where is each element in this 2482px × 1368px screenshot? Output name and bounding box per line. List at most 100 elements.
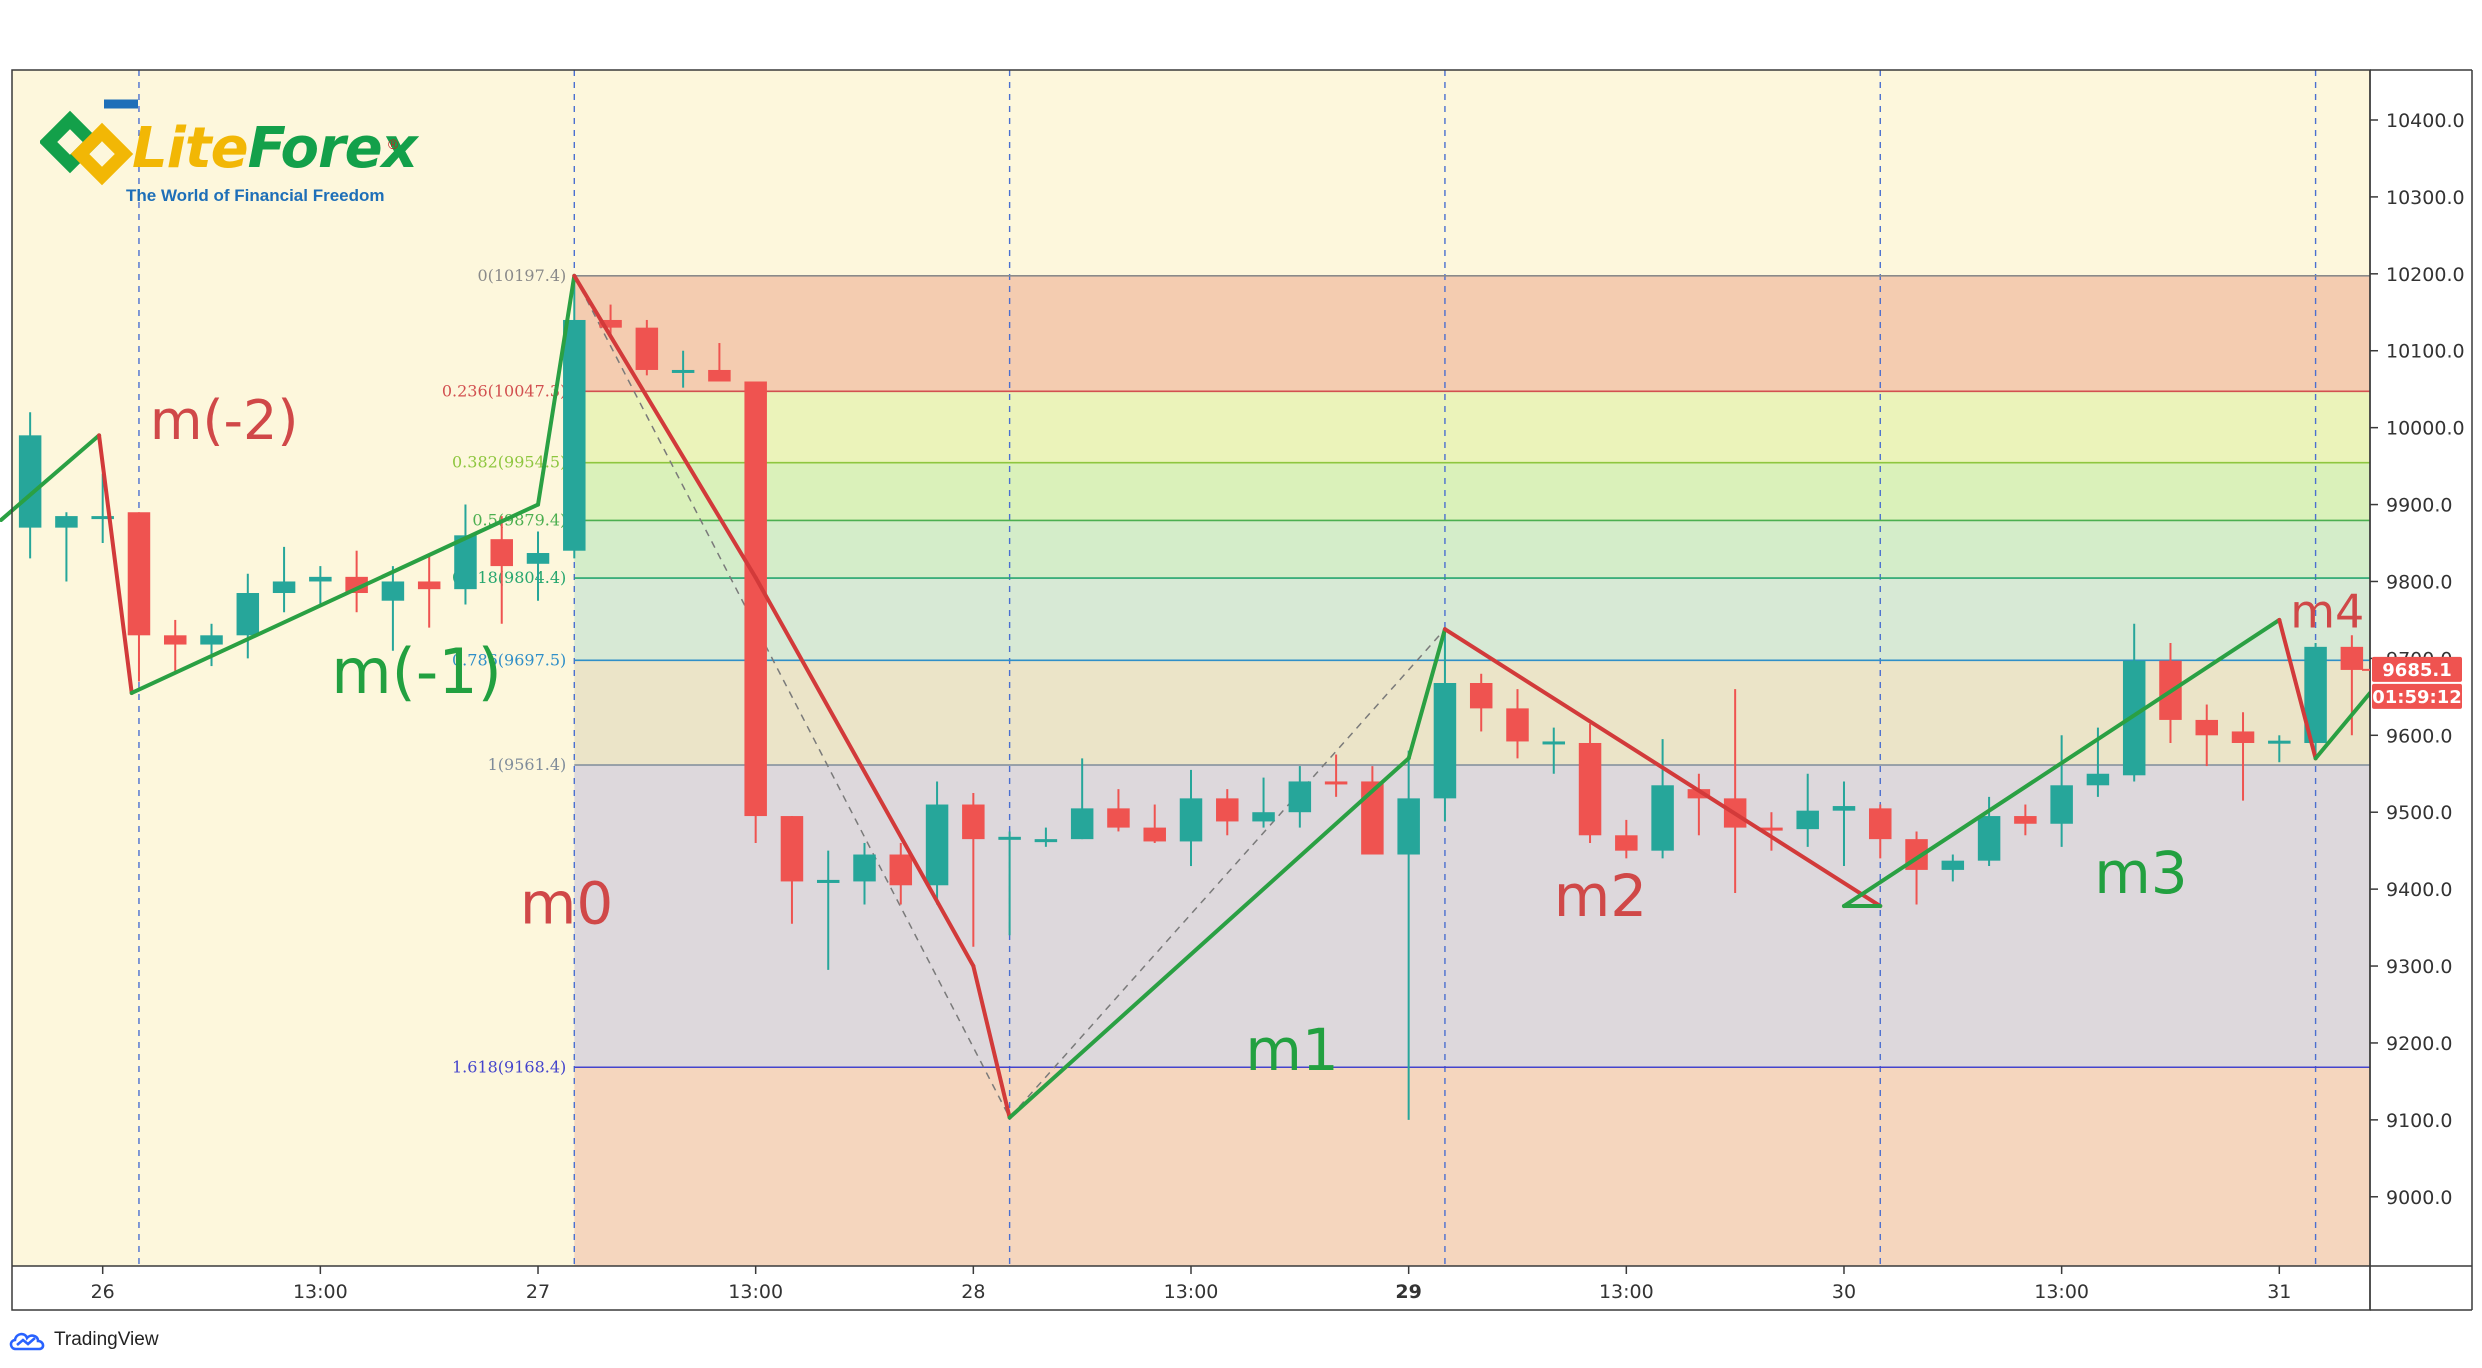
candle [490,516,513,624]
countdown-value: 01:59:12 [2372,687,2462,708]
candle-body [1832,806,1856,811]
time-tick-label: 29 [1395,1281,1421,1303]
candle-body [1288,781,1312,813]
logo-tagline: The World of Financial Freedom [126,186,385,205]
price-tick-label: 9100.0 [2386,1110,2452,1132]
candle [1687,773,1711,836]
candle [18,412,42,559]
candle-body [671,369,695,373]
candle [1760,812,1783,851]
logo-registered-mark: ® [388,136,399,152]
candle-body [1869,808,1892,840]
time-axis-area [0,1266,2370,1368]
candle-body [1542,741,1566,745]
zigzag-segment [1406,627,1447,761]
fib-band [574,1067,2371,1266]
candle-body [417,581,441,590]
time-tick-label: 26 [91,1281,115,1303]
candle [1252,777,1275,828]
candle [708,343,731,382]
candle-body [2122,660,2146,776]
price-tick-label: 10100.0 [2386,341,2465,363]
fib-band [574,764,2371,1068]
candle [1869,804,1892,859]
tradingview-brand[interactable]: TradingView [8,1326,159,1354]
fib-level-label: 1(9561.4) [488,755,567,774]
time-tick-label: 31 [2267,1281,2291,1303]
price-tick-label: 9800.0 [2386,571,2452,593]
zigzag-segment [1841,617,2282,909]
candle [1615,819,1638,859]
time-tick-label: 13:00 [728,1281,783,1303]
candle [998,831,1021,936]
candle [272,546,296,613]
candle [1179,769,1203,867]
candle [2050,735,2073,847]
candle [1796,773,1819,847]
candle-body [2195,719,2218,736]
fib-level-label: 0(10197.4) [477,266,566,285]
candle-body [1941,860,1965,870]
price-tick-label: 10000.0 [2386,418,2465,440]
tradingview-label: TradingView [54,1329,159,1350]
wave-label: m(-2) [150,389,299,452]
candle-body [1469,682,1493,709]
candle [1288,766,1312,828]
candle [2304,643,2327,755]
fib-level-label: 0.382(9954.5) [452,453,566,472]
candle-body [962,804,985,840]
price-tick-label: 9300.0 [2386,956,2452,978]
candle [2195,704,2218,767]
candle [2014,804,2037,836]
candle-body [381,581,405,601]
candle-body [1651,785,1674,851]
logo-word-forex: Forex [247,116,418,181]
candle-body [1324,781,1348,785]
candle [1832,781,1856,867]
wave-labels: m(-2) m(-1) m0 m1 m2 m3 m4 [150,389,2364,1084]
candle [889,842,913,905]
candle [1107,789,1130,832]
candle [345,550,368,613]
candle-body [1578,742,1602,836]
time-ticks: 26 13:00 27 13:00 28 13:00 29 13:00 30 13:00 31 [91,1266,2291,1303]
candle-body [889,854,913,886]
candle [1216,789,1239,836]
candle-body [454,535,477,590]
candle-body [998,836,1021,840]
candle-body [599,319,622,328]
candle [164,619,187,674]
fib-bands [574,275,2371,1266]
zigzag-segment [0,433,102,522]
candle [1324,754,1348,797]
wave-label: m0 [520,870,613,938]
candle [381,566,405,651]
candle [1941,854,1965,882]
zigzag-segment [536,273,577,507]
price-tick-label: 9500.0 [2386,802,2452,824]
logo-word-lite: Lite [132,116,249,181]
candle [309,566,332,605]
zigzag-segment [971,964,1012,1120]
candle [1397,750,1420,1120]
candle-body [91,516,114,520]
candle [127,512,151,682]
fib-level-label: 1.618(9168.4) [452,1057,566,1076]
candle-body [272,581,296,594]
candle-body [1796,810,1819,830]
fib-band [574,391,2371,463]
candle-body [1107,808,1130,828]
candle-body [1216,798,1239,822]
liteforex-wordmark: LiteForex [132,116,418,181]
zigzag [0,273,2372,1120]
candle [236,573,260,659]
zigzag-segment [129,502,541,695]
candle-body [18,435,42,528]
candle-body [2050,785,2073,824]
candle-body [55,516,78,528]
candle-body [1433,682,1457,799]
candle-body [1687,789,1711,799]
zigzag-segment [2277,617,2318,761]
